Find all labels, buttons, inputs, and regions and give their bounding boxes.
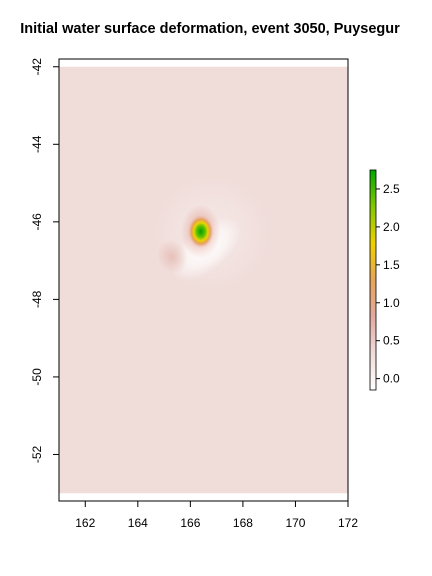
- uplift-peak: [188, 215, 214, 248]
- colorbar: [369, 169, 377, 391]
- x-tick-label: 162: [75, 516, 95, 530]
- colorbar-tick-label: 0.0: [383, 372, 400, 386]
- x-tick-label: 164: [128, 516, 148, 530]
- colorbar-tick-label: 2.0: [383, 220, 400, 234]
- y-tick-label: -52: [30, 445, 44, 463]
- y-tick-label: -46: [30, 213, 44, 231]
- colorbar-tick-label: 1.5: [383, 258, 400, 272]
- x-tick-label: 166: [180, 516, 200, 530]
- y-tick-label: -44: [30, 135, 44, 153]
- y-tick-label: -42: [30, 58, 44, 76]
- x-tick-label: 168: [233, 516, 253, 530]
- y-tick-label: -48: [30, 290, 44, 308]
- colorbar-tick-label: 1.0: [383, 296, 400, 310]
- x-tick-label: 172: [338, 516, 358, 530]
- plot-frame: [58, 58, 349, 502]
- chart-title: Initial water surface deformation, event…: [20, 21, 400, 37]
- colorbar-tick-label: 2.5: [383, 182, 400, 196]
- y-tick-label: -50: [30, 368, 44, 386]
- weak-uplift-patch: [156, 239, 188, 274]
- x-tick-label: 170: [285, 516, 305, 530]
- colorbar-tick-label: 0.5: [383, 334, 400, 348]
